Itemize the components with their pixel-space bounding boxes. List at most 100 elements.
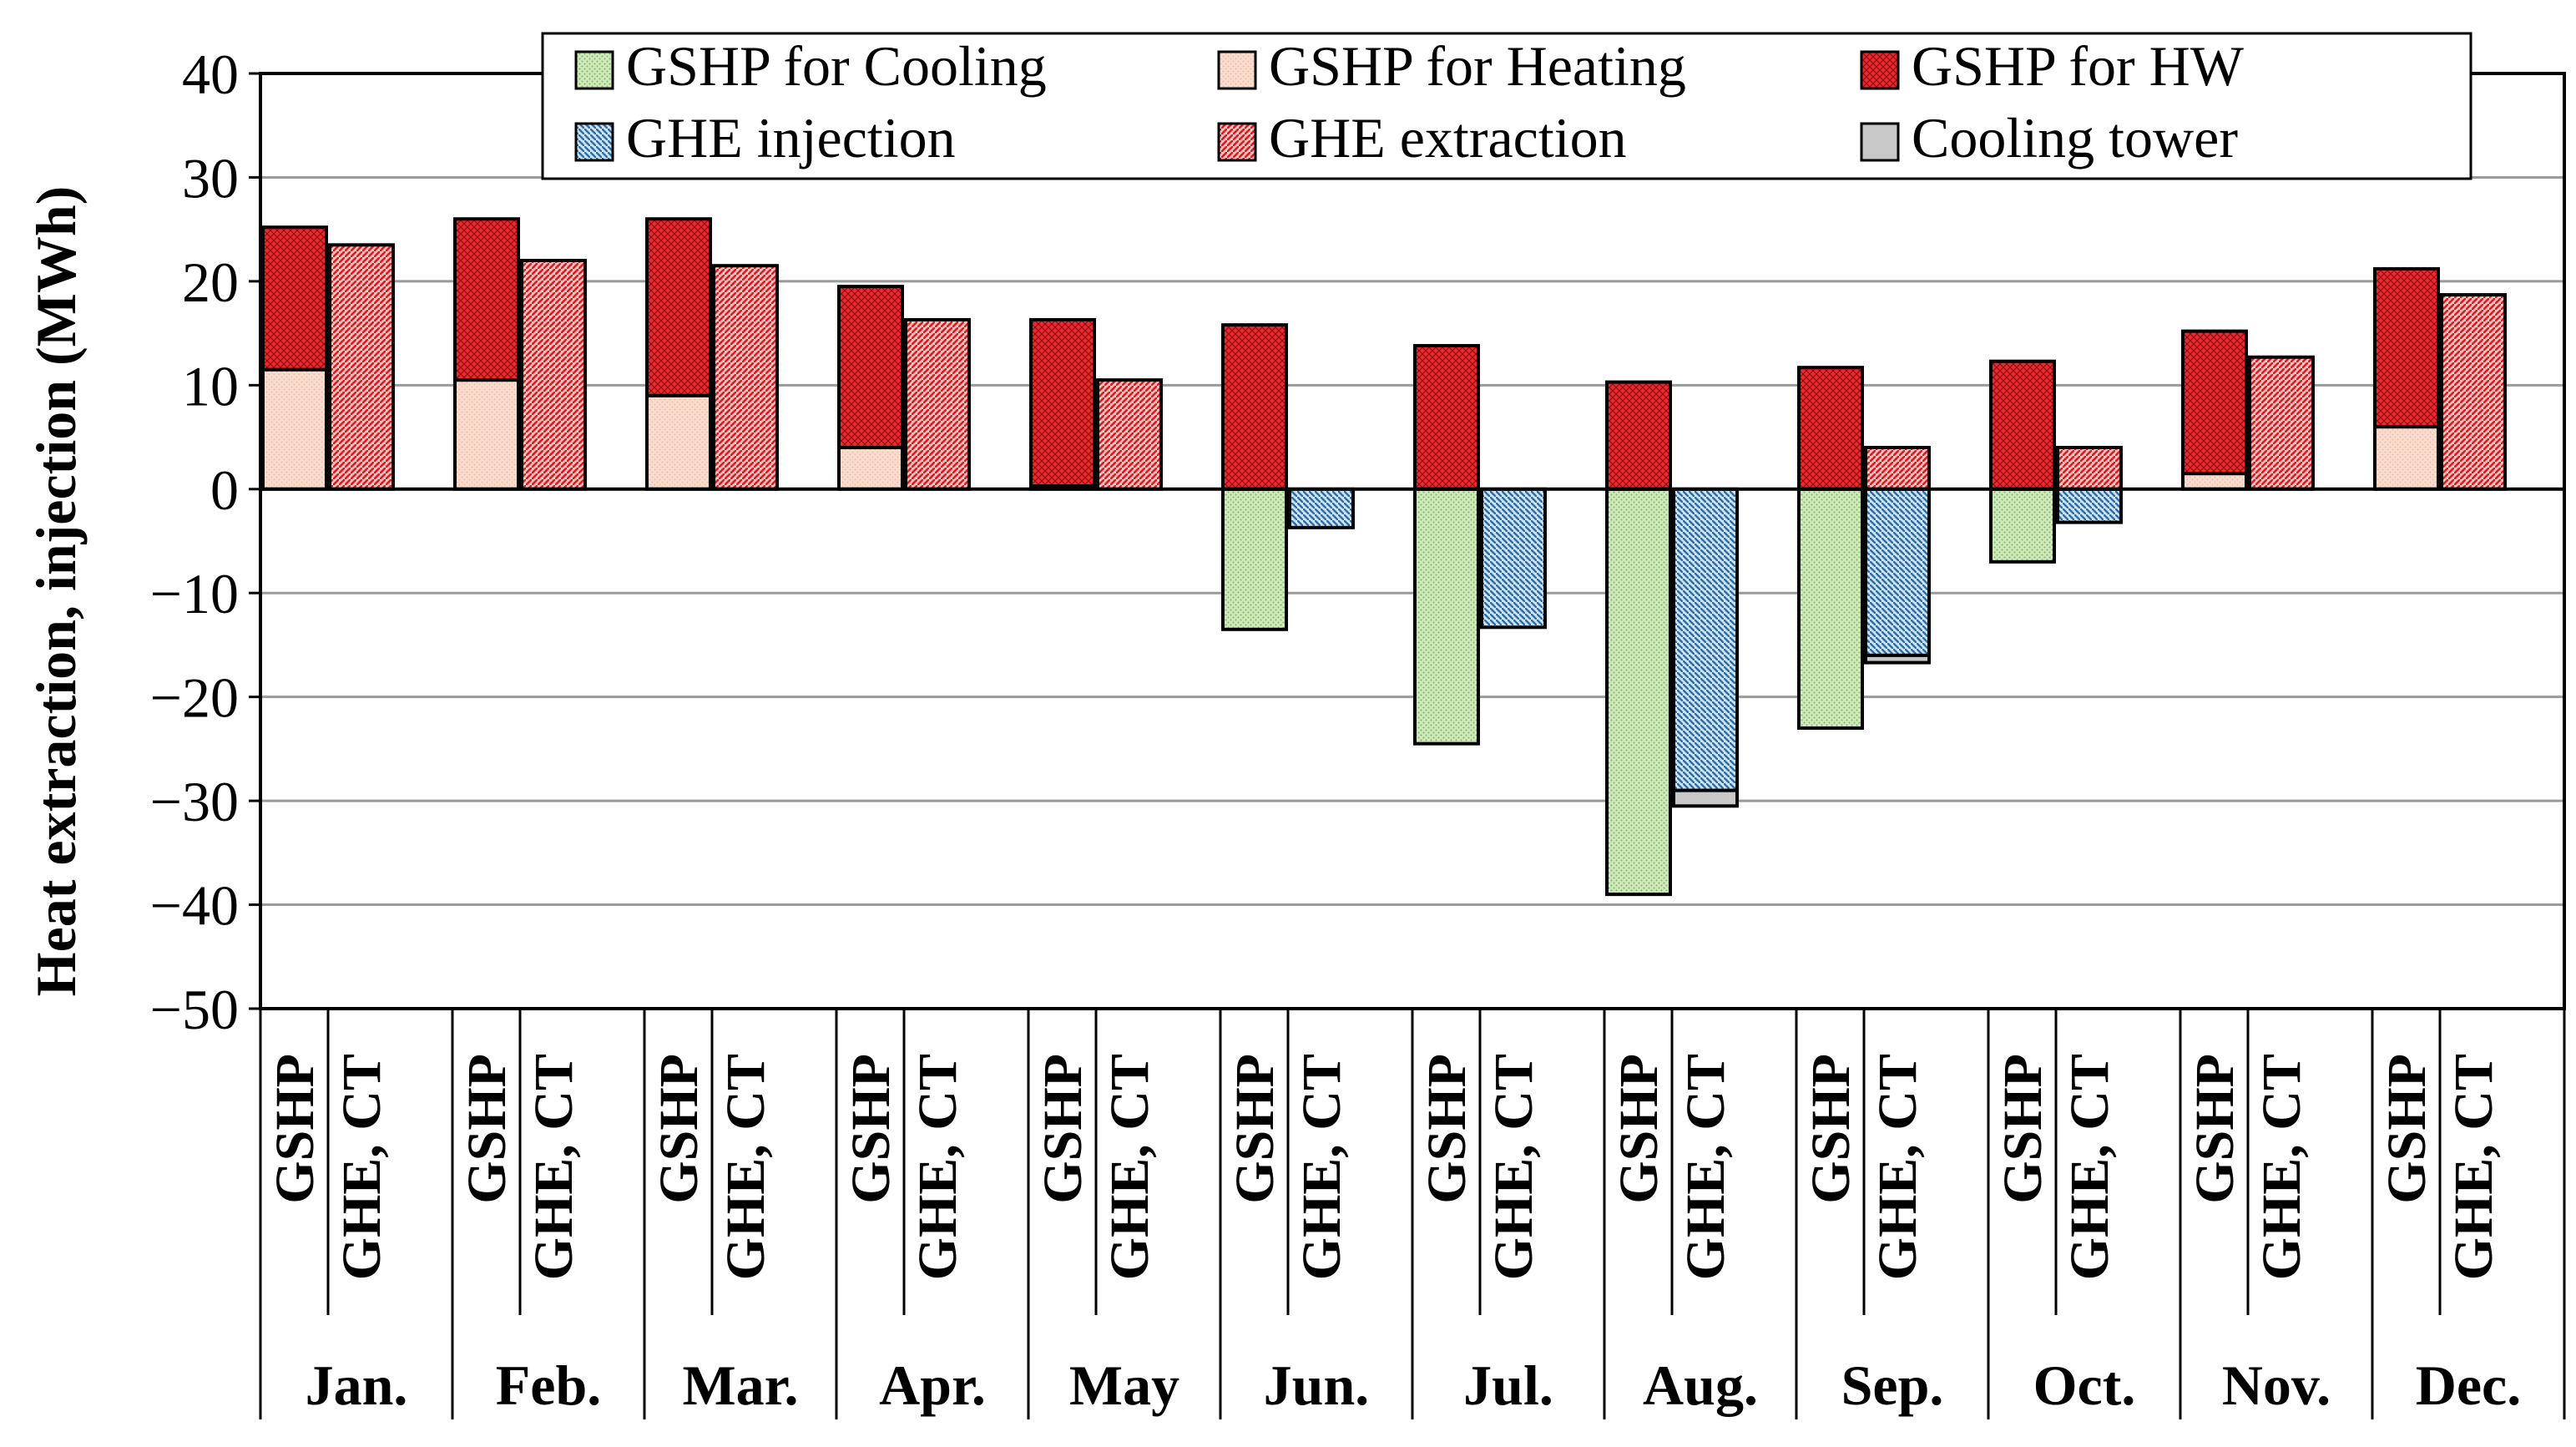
- legend-swatch-cooling-tower: [1860, 122, 1900, 162]
- bar-gshp-for-hw-apr: [837, 285, 904, 449]
- month-label-sep: Sep.: [1841, 1353, 1944, 1417]
- y-tick-label: −10: [150, 562, 239, 625]
- bar-label-gshp: GSHP: [2185, 1054, 2245, 1204]
- bar-ghe-extraction-jan: [328, 243, 395, 491]
- bar-ghe-injection-jul: [1480, 487, 1547, 630]
- legend-box: [541, 32, 2472, 180]
- bar-label-ghe-ct: GHE, CT: [523, 1054, 584, 1280]
- bar-gshp-for-hw-dec: [2373, 266, 2440, 429]
- bar-gshp-for-heating-jan: [261, 367, 328, 491]
- legend-swatch-gshp-for-cooling: [574, 50, 614, 90]
- bar-ghe-extraction-feb: [520, 259, 587, 491]
- bar-gshp-for-cooling-oct: [1989, 487, 2056, 564]
- month-label-nov: Nov.: [2222, 1353, 2331, 1417]
- month-label-apr: Apr.: [879, 1353, 986, 1417]
- y-tick-label: −20: [150, 666, 239, 730]
- legend-label-ghe-injection: GHE injection: [626, 106, 956, 169]
- month-label-oct: Oct.: [2033, 1353, 2136, 1417]
- bar-ghe-extraction-nov: [2248, 355, 2315, 491]
- y-tick-label: 30: [182, 146, 239, 210]
- bar-gshp-for-cooling-jun: [1221, 487, 1288, 631]
- bar-label-gshp: GSHP: [1417, 1054, 1477, 1204]
- bar-gshp-for-heating-feb: [453, 378, 520, 491]
- month-label-feb: Feb.: [496, 1353, 602, 1417]
- bar-label-gshp: GSHP: [2376, 1054, 2437, 1204]
- legend-swatch-ghe-extraction: [1217, 122, 1257, 162]
- bars: [261, 217, 2507, 897]
- bar-gshp-for-cooling-sep: [1797, 487, 1864, 730]
- bar-gshp-for-hw-jan: [261, 225, 328, 372]
- bar-cooling-tower-aug: [1672, 788, 1739, 808]
- bar-ghe-injection-sep: [1864, 487, 1931, 657]
- month-label-may: May: [1069, 1353, 1179, 1417]
- legend: GSHP for Cooling GSHP for Heating GSHP for…: [541, 32, 2472, 180]
- bar-label-ghe-ct: GHE, CT: [1675, 1054, 1736, 1280]
- bar-ghe-extraction-dec: [2440, 293, 2507, 491]
- gridlines: [260, 175, 2564, 907]
- bar-label-gshp: GSHP: [1801, 1054, 1861, 1204]
- month-label-mar: Mar.: [682, 1353, 798, 1417]
- bar-label-gshp: GSHP: [1993, 1054, 2053, 1204]
- bar-ghe-extraction-apr: [904, 317, 971, 491]
- bar-label-ghe-ct: GHE, CT: [907, 1054, 968, 1280]
- bar-ghe-extraction-sep: [1864, 446, 1931, 491]
- bar-ghe-injection-aug: [1672, 487, 1739, 792]
- legend-label-ghe-extraction: GHE extraction: [1269, 106, 1627, 169]
- bar-label-ghe-ct: GHE, CT: [1483, 1054, 1544, 1280]
- y-axis-label: Heat extraction, injection (MWh): [24, 186, 88, 997]
- y-tick-label: −50: [150, 978, 239, 1041]
- y-tick-label: 10: [182, 354, 239, 417]
- bar-gshp-for-hw-jun: [1221, 323, 1288, 491]
- bar-gshp-for-heating-nov: [2181, 472, 2248, 491]
- bar-gshp-for-hw-feb: [453, 217, 520, 382]
- month-label-jun: Jun.: [1264, 1353, 1370, 1417]
- bar-label-ghe-ct: GHE, CT: [715, 1054, 776, 1280]
- month-label-aug: Aug.: [1643, 1353, 1758, 1417]
- bar-cooling-tower-sep: [1864, 653, 1931, 665]
- bar-label-ghe-ct: GHE, CT: [2251, 1054, 2312, 1280]
- legend-swatch-ghe-injection: [574, 122, 614, 162]
- legend-swatch-gshp-for-heating: [1217, 50, 1257, 90]
- bar-label-gshp: GSHP: [1609, 1054, 1669, 1204]
- legend-label-gshp-for-hw: GSHP for HW: [1912, 34, 2245, 98]
- bar-ghe-injection-jun: [1288, 487, 1355, 529]
- bar-label-gshp: GSHP: [1033, 1054, 1094, 1204]
- y-tick-label: −40: [150, 874, 239, 938]
- plot-frame: [259, 72, 2566, 1010]
- bar-gshp-for-cooling-aug: [1605, 487, 1672, 897]
- y-tick-label: 40: [182, 43, 239, 106]
- legend-swatch-gshp-for-hw: [1860, 50, 1900, 90]
- bar-gshp-for-hw-sep: [1797, 366, 1864, 491]
- bar-label-gshp: GSHP: [841, 1054, 902, 1204]
- bar-ghe-extraction-may: [1096, 378, 1163, 491]
- bar-label-gshp: GSHP: [649, 1054, 710, 1204]
- y-tick-label: −30: [150, 770, 239, 833]
- bar-label-gshp: GSHP: [457, 1054, 518, 1204]
- bar-gshp-for-hw-may: [1029, 317, 1096, 488]
- legend-label-gshp-for-cooling: GSHP for Cooling: [626, 34, 1047, 98]
- bar-ghe-extraction-mar: [712, 264, 779, 491]
- month-label-jul: Jul.: [1463, 1353, 1553, 1417]
- legend-label-gshp-for-heating: GSHP for Heating: [1269, 34, 1686, 98]
- y-tick-label: 20: [182, 250, 239, 314]
- bar-label-gshp: GSHP: [265, 1054, 326, 1204]
- bar-gshp-for-heating-mar: [645, 393, 712, 491]
- bar-gshp-for-heating-apr: [837, 446, 904, 491]
- bar-gshp-for-hw-jul: [1413, 344, 1480, 491]
- month-label-jan: Jan.: [306, 1353, 408, 1417]
- bar-gshp-for-cooling-jul: [1413, 487, 1480, 746]
- bar-label-ghe-ct: GHE, CT: [1867, 1054, 1928, 1280]
- y-tick-label: 0: [210, 458, 239, 522]
- bar-gshp-for-hw-nov: [2181, 329, 2248, 476]
- bar-gshp-for-heating-dec: [2373, 425, 2440, 491]
- bar-label-gshp: GSHP: [1225, 1054, 1285, 1204]
- bar-label-ghe-ct: GHE, CT: [2443, 1054, 2504, 1280]
- bar-label-ghe-ct: GHE, CT: [2059, 1054, 2120, 1280]
- month-label-dec: Dec.: [2416, 1353, 2521, 1417]
- bar-gshp-for-hw-oct: [1989, 359, 2056, 491]
- bar-label-ghe-ct: GHE, CT: [1291, 1054, 1352, 1280]
- bar-label-ghe-ct: GHE, CT: [331, 1054, 392, 1280]
- bar-ghe-extraction-oct: [2056, 446, 2123, 491]
